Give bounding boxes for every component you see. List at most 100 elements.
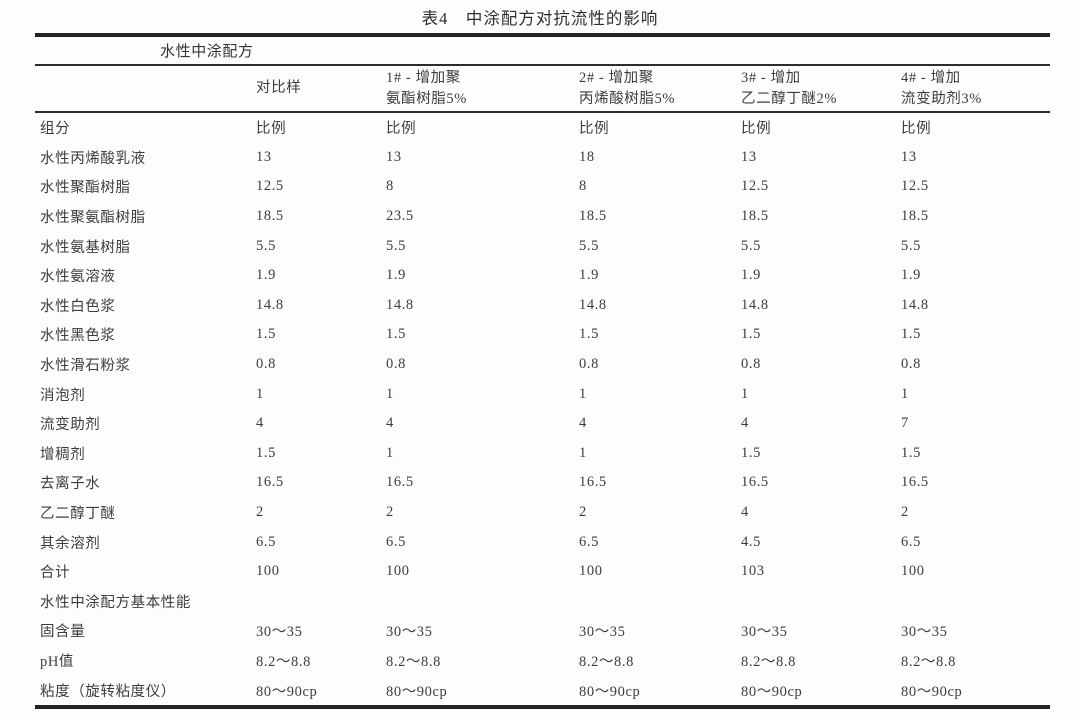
value-cell: 1.9 (256, 267, 276, 284)
value-cell: 4 (579, 415, 587, 432)
table-row: 水性聚酯树脂 12.5 8 8 12.5 12.5 (35, 172, 1050, 202)
value-cell: 13 (901, 148, 917, 165)
value-cell: 30～35 (901, 624, 948, 641)
value-cell: 6.5 (579, 533, 599, 550)
group-header-label: 水性中涂配方 (35, 35, 1051, 66)
value-cell: 13 (741, 148, 757, 165)
column-header: 2# - 增加聚 丙烯酸树脂5% (578, 65, 740, 113)
row-label-cell: 乙二醇丁醚 (40, 506, 116, 523)
value-cell: 8.2～8.8 (579, 653, 634, 670)
value-cell: 1.5 (579, 326, 599, 343)
value-cell: 5.5 (579, 237, 599, 254)
value-cell: 1.5 (256, 444, 276, 461)
value-cell: 16.5 (901, 474, 929, 491)
value-cell: 80～90cp (741, 683, 803, 700)
value-cell: 0.8 (579, 356, 599, 373)
value-cell: 30～35 (386, 624, 433, 641)
row-label-cell: 合计 (40, 565, 71, 582)
value-cell: 80～90cp (256, 683, 318, 700)
value-cell: 8.2～8.8 (256, 653, 311, 670)
table-row: 水性白色浆 14.8 14.8 14.8 14.8 14.8 (35, 291, 1050, 321)
table-row: 流变助剂 4 4 4 4 7 (35, 409, 1050, 439)
table-row: 水性聚氨酯树脂 18.5 23.5 18.5 18.5 18.5 (35, 202, 1050, 232)
value-cell: 100 (386, 563, 410, 580)
value-cell: 5.5 (901, 237, 921, 254)
row-label-cell: 水性黑色浆 (40, 328, 116, 345)
value-cell: 14.8 (741, 296, 769, 313)
table-row: 水性中涂配方基本性能 (35, 587, 1050, 617)
value-cell: 4 (741, 415, 749, 432)
value-cell (255, 587, 385, 617)
table-row: 组分 比例 比例 比例 比例 比例 (35, 112, 1050, 143)
table-row: 水性丙烯酸乳液 13 13 18 13 13 (35, 143, 1050, 173)
table-row: 消泡剂 1 1 1 1 1 (35, 379, 1050, 409)
value-cell: 12.5 (256, 178, 284, 195)
value-cell: 12.5 (741, 178, 769, 195)
value-cell: 0.8 (256, 356, 276, 373)
column-header-row: 对比样 1# - 增加聚 氨酯树脂5% 2# - 增加聚 丙烯酸树脂5% 3# - 增… (35, 65, 1051, 113)
value-cell: 18 (579, 148, 595, 165)
row-label-cell: pH值 (40, 653, 75, 670)
value-cell: 2 (386, 504, 394, 521)
value-cell: 1.5 (256, 326, 276, 343)
value-cell: 80～90cp (901, 683, 963, 700)
value-cell: 5.5 (386, 237, 406, 254)
value-cell: 2 (256, 504, 264, 521)
value-cell: 5.5 (256, 237, 276, 254)
table-row: 合计 100 100 100 103 100 (35, 557, 1050, 587)
row-label-cell: 固含量 (40, 624, 86, 641)
value-cell: 14.8 (901, 296, 929, 313)
value-cell: 16.5 (386, 474, 414, 491)
row-label-cell: 其余溶剂 (40, 535, 101, 552)
value-cell: 12.5 (901, 178, 929, 195)
column-header: 3# - 增加 乙二醇丁醚2% (740, 65, 900, 113)
value-cell: 8.2～8.8 (741, 653, 796, 670)
value-cell (740, 587, 900, 617)
value-cell: 4 (386, 415, 394, 432)
value-cell: 1.9 (386, 267, 406, 284)
formulation-table: 水性中涂配方 对比样 1# - 增加聚 氨酯树脂5% 2# - 增加聚 丙烯酸树脂5… (35, 33, 1051, 709)
value-cell: 比例 (386, 121, 417, 138)
value-cell: 6.5 (901, 533, 921, 550)
value-cell: 2 (579, 504, 587, 521)
value-cell: 8.2～8.8 (901, 653, 956, 670)
value-cell: 4 (256, 415, 264, 432)
value-cell: 16.5 (579, 474, 607, 491)
table-body: 组分 比例 比例 比例 比例 比例 水性丙烯酸乳液 13 13 18 13 13 水性聚酯树脂 12.5 8… (35, 112, 1050, 707)
value-cell: 14.8 (579, 296, 607, 313)
table-row: 其余溶剂 6.5 6.5 6.5 4.5 6.5 (35, 527, 1050, 557)
value-cell: 比例 (256, 121, 287, 138)
value-cell: 23.5 (386, 208, 414, 225)
table-row: 固含量 30～35 30～35 30～35 30～35 30～35 (35, 616, 1050, 646)
value-cell: 6.5 (386, 533, 406, 550)
value-cell: 1 (579, 444, 587, 461)
table-row: pH值 8.2～8.8 8.2～8.8 8.2～8.8 8.2～8.8 8.2～8.8 (35, 646, 1050, 676)
column-header: 对比样 (255, 65, 385, 113)
value-cell: 1.9 (579, 267, 599, 284)
table-row: 水性氨基树脂 5.5 5.5 5.5 5.5 5.5 (35, 231, 1050, 261)
table-row: 水性滑石粉浆 0.8 0.8 0.8 0.8 0.8 (35, 350, 1050, 380)
row-label-cell: 水性聚酯树脂 (40, 180, 131, 197)
value-cell: 18.5 (579, 208, 607, 225)
value-cell: 1 (741, 385, 749, 402)
value-cell: 18.5 (901, 208, 929, 225)
value-cell (900, 587, 1050, 617)
row-label-cell: 水性聚氨酯树脂 (40, 210, 146, 227)
row-label-cell: 水性丙烯酸乳液 (40, 150, 146, 167)
value-cell: 103 (741, 563, 765, 580)
value-cell: 8.2～8.8 (386, 653, 441, 670)
value-cell: 6.5 (256, 533, 276, 550)
value-cell: 30～35 (256, 624, 303, 641)
column-header: 4# - 增加 流变助剂3% (900, 65, 1051, 113)
value-cell: 100 (256, 563, 280, 580)
value-cell: 80～90cp (386, 683, 448, 700)
value-cell: 100 (901, 563, 925, 580)
value-cell: 18.5 (741, 208, 769, 225)
value-cell: 比例 (901, 121, 932, 138)
value-cell: 0.8 (386, 356, 406, 373)
value-cell: 5.5 (741, 237, 761, 254)
row-label-cell: 去离子水 (40, 476, 101, 493)
value-cell: 1 (579, 385, 587, 402)
value-cell: 30～35 (741, 624, 788, 641)
